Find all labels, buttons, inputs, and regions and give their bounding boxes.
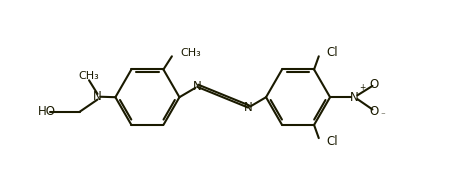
Text: CH₃: CH₃	[79, 70, 99, 80]
Text: N: N	[244, 101, 252, 114]
Text: CH₃: CH₃	[180, 48, 201, 58]
Text: N: N	[193, 80, 202, 93]
Text: O: O	[370, 105, 379, 118]
Text: Cl: Cl	[326, 46, 338, 59]
Text: N: N	[350, 91, 359, 104]
Text: O: O	[370, 78, 379, 90]
Text: Cl: Cl	[326, 135, 338, 148]
Text: +: +	[359, 83, 366, 92]
Text: ⁻: ⁻	[380, 112, 385, 121]
Text: N: N	[93, 90, 102, 103]
Text: HO: HO	[38, 105, 56, 118]
